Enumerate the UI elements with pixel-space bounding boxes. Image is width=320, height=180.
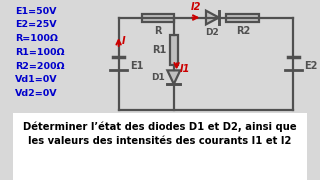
Text: D1: D1 <box>151 73 164 82</box>
Text: I2: I2 <box>191 2 201 12</box>
FancyBboxPatch shape <box>170 35 178 64</box>
Polygon shape <box>167 70 180 84</box>
FancyBboxPatch shape <box>142 14 174 22</box>
Text: R: R <box>154 26 162 36</box>
Text: Déterminer l’état des diodes D1 et D2, ainsi que: Déterminer l’état des diodes D1 et D2, a… <box>23 121 297 132</box>
Text: E1: E1 <box>130 62 143 71</box>
Text: I: I <box>122 36 126 46</box>
Text: E1=50V: E1=50V <box>15 7 56 16</box>
Text: E2=25V: E2=25V <box>15 21 56 30</box>
Text: R1=100Ω: R1=100Ω <box>15 48 64 57</box>
Text: E2: E2 <box>304 62 318 71</box>
Text: R1: R1 <box>152 45 166 55</box>
Text: R2: R2 <box>236 26 250 36</box>
Text: Vd2=0V: Vd2=0V <box>15 89 57 98</box>
Text: I1: I1 <box>180 64 191 74</box>
Text: Vd1=0V: Vd1=0V <box>15 75 57 84</box>
Text: les valeurs des intensités des courants I1 et I2: les valeurs des intensités des courants … <box>28 136 292 146</box>
Text: R2=200Ω: R2=200Ω <box>15 62 64 71</box>
Polygon shape <box>206 11 219 24</box>
Text: D2: D2 <box>205 28 219 37</box>
FancyBboxPatch shape <box>13 113 307 180</box>
FancyBboxPatch shape <box>226 14 259 22</box>
Text: R=100Ω: R=100Ω <box>15 34 58 43</box>
